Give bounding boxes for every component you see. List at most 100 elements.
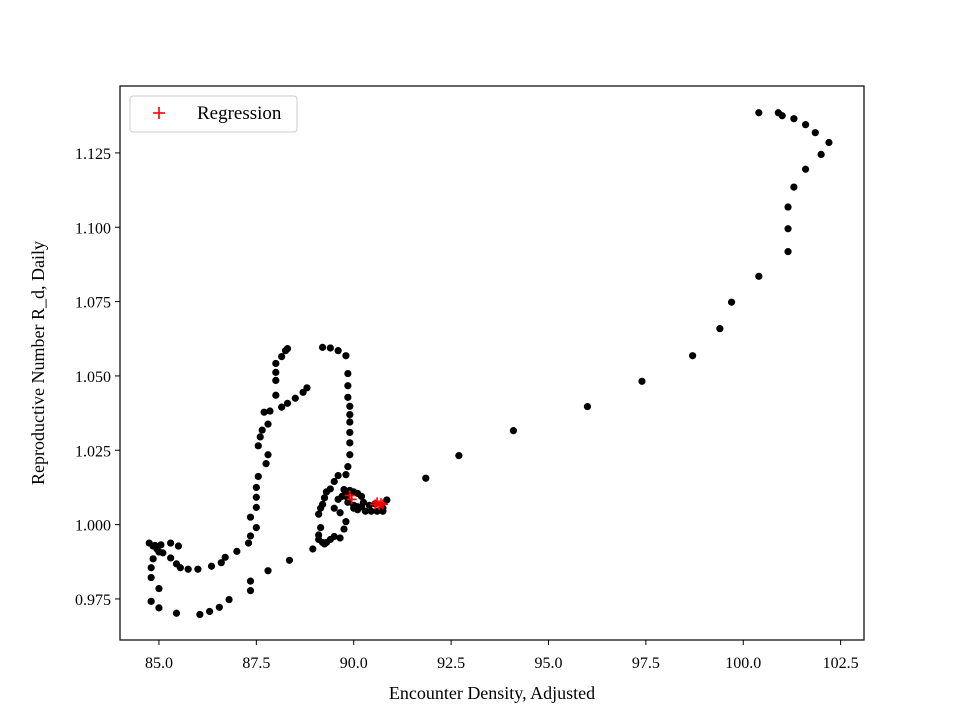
data-point bbox=[330, 532, 338, 541]
data-point bbox=[344, 393, 352, 401]
data-point bbox=[336, 534, 344, 542]
plot-frame bbox=[119, 85, 865, 641]
data-point bbox=[252, 523, 260, 532]
x-tick-label: 95.0 bbox=[534, 655, 562, 672]
legend-regression-marker bbox=[153, 107, 165, 119]
data-point bbox=[344, 498, 352, 506]
data-point bbox=[264, 567, 272, 575]
data-point bbox=[174, 542, 183, 550]
x-tick-label: 87.5 bbox=[242, 655, 270, 672]
x-tick-label: 92.5 bbox=[437, 655, 465, 672]
data-point bbox=[330, 504, 338, 512]
data-point bbox=[318, 343, 327, 351]
data-point bbox=[344, 382, 352, 390]
data-point bbox=[455, 452, 463, 460]
data-point bbox=[264, 420, 272, 428]
legend: Regression bbox=[129, 95, 298, 133]
data-point bbox=[727, 298, 736, 306]
data-point bbox=[509, 427, 518, 435]
y-tick-label: 1.075 bbox=[75, 295, 111, 312]
data-point bbox=[147, 564, 155, 572]
data-point bbox=[272, 376, 280, 384]
data-point bbox=[147, 573, 155, 582]
x-tick-label: 100.0 bbox=[725, 655, 761, 672]
data-point bbox=[258, 426, 266, 434]
data-point bbox=[252, 503, 260, 511]
data-point bbox=[784, 248, 792, 256]
data-point bbox=[159, 549, 167, 557]
data-point bbox=[252, 493, 260, 501]
data-point bbox=[167, 539, 175, 547]
data-point bbox=[254, 472, 262, 481]
data-point bbox=[811, 129, 819, 137]
data-point bbox=[299, 388, 307, 396]
data-point bbox=[344, 369, 352, 378]
data-point bbox=[207, 562, 216, 570]
legend-box bbox=[129, 95, 298, 133]
data-point bbox=[252, 483, 260, 492]
data-point bbox=[184, 565, 192, 573]
data-point bbox=[583, 402, 592, 411]
data-point bbox=[330, 477, 338, 486]
data-point bbox=[278, 353, 286, 361]
x-tick-label: 97.5 bbox=[632, 655, 660, 672]
data-point bbox=[784, 203, 792, 211]
data-point bbox=[334, 347, 342, 355]
data-point bbox=[172, 609, 181, 617]
y-tick-label: 1.125 bbox=[75, 146, 111, 163]
data-point bbox=[262, 460, 270, 468]
data-point bbox=[155, 604, 163, 612]
x-axis-label: Encounter Density, Adjusted bbox=[389, 683, 595, 703]
data-point bbox=[221, 553, 229, 561]
data-point bbox=[825, 138, 833, 147]
data-point bbox=[149, 555, 157, 563]
y-tick-label: 1.050 bbox=[75, 369, 111, 386]
y-tick-label: 0.975 bbox=[75, 592, 111, 609]
regression-point bbox=[346, 494, 357, 505]
x-tick-label: 90.0 bbox=[340, 655, 368, 672]
data-point bbox=[278, 403, 286, 411]
data-point bbox=[326, 344, 334, 352]
data-point bbox=[283, 344, 292, 353]
data-point bbox=[346, 439, 354, 447]
data-point bbox=[246, 577, 255, 585]
data-point bbox=[151, 541, 159, 550]
regression-point bbox=[377, 499, 388, 510]
data-point bbox=[755, 272, 763, 280]
data-point bbox=[205, 607, 214, 616]
axes-layer bbox=[119, 85, 865, 641]
data-point bbox=[217, 559, 225, 567]
y-tick-label: 1.025 bbox=[75, 443, 111, 460]
data-point bbox=[340, 485, 348, 494]
data-point bbox=[285, 556, 294, 564]
data-point bbox=[801, 165, 810, 173]
data-point bbox=[244, 539, 253, 547]
data-point bbox=[167, 554, 175, 562]
data-point bbox=[194, 565, 202, 573]
data-point bbox=[365, 501, 373, 509]
data-point bbox=[638, 377, 646, 385]
legend-regression-label: Regression bbox=[197, 103, 282, 124]
data-point bbox=[215, 603, 223, 611]
data-point bbox=[317, 504, 325, 512]
data-point bbox=[336, 509, 344, 517]
data-point bbox=[254, 442, 262, 450]
data-point bbox=[317, 523, 325, 532]
y-axis-label: Reproductive Number R_d, Daily bbox=[28, 241, 48, 485]
data-point bbox=[256, 433, 264, 441]
data-point bbox=[357, 492, 366, 500]
data-point bbox=[246, 532, 255, 540]
data-point bbox=[357, 503, 366, 511]
data-point bbox=[346, 451, 354, 459]
data-point bbox=[155, 584, 163, 593]
data-point bbox=[346, 410, 354, 419]
data-point bbox=[344, 463, 352, 471]
data-point bbox=[790, 115, 798, 123]
y-tick-label: 1.000 bbox=[75, 518, 111, 535]
data-point bbox=[266, 407, 274, 415]
data-point bbox=[755, 109, 763, 117]
data-point bbox=[367, 507, 375, 515]
regression-point bbox=[375, 498, 386, 509]
data-point bbox=[322, 488, 331, 496]
